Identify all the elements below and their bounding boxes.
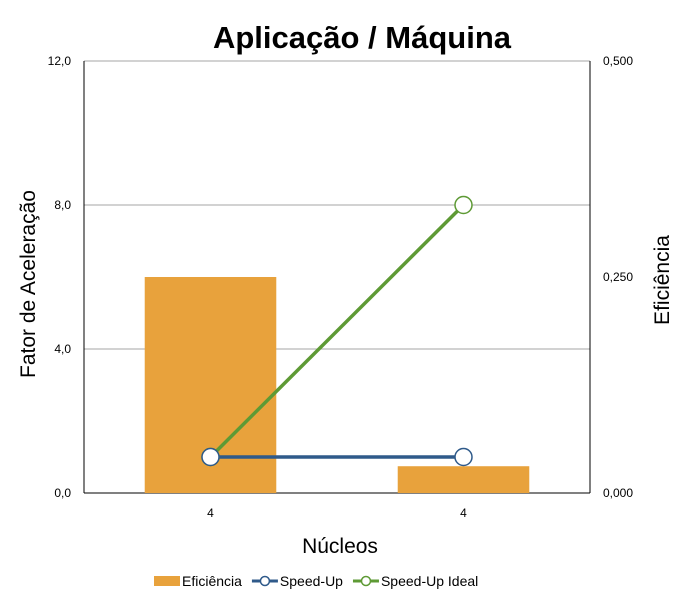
y-left-tick-label: 8,0 <box>54 198 71 212</box>
point-speed-up <box>455 449 472 466</box>
left-tick-labels: 0,0 4,0 8,0 12,0 <box>48 54 72 500</box>
y-left-tick-label: 12,0 <box>48 54 72 68</box>
legend: Eficiência Speed-Up Speed-Up Ideal <box>154 573 478 589</box>
legend-label-speed-up-ideal: Speed-Up Ideal <box>381 573 478 589</box>
legend-swatch-efici-ncia <box>154 576 180 586</box>
y-left-tick-label: 0,0 <box>54 486 71 500</box>
y-axis-right-title: Eficiência <box>651 235 674 325</box>
point-speed-up-ideal <box>455 197 472 214</box>
y-right-tick-label: 0,500 <box>603 54 633 68</box>
right-tick-labels: 0,000 0,250 0,500 <box>603 54 633 500</box>
legend-marker-speed-up <box>260 577 269 586</box>
y-axis-left-title: Fator de Aceleração <box>17 190 40 378</box>
legend-label-speed-up: Speed-Up <box>280 573 343 589</box>
y-right-tick-label: 0,000 <box>603 486 633 500</box>
chart-title: Aplicação / Máquina <box>213 20 512 55</box>
x-tick-label: 4 <box>460 506 467 520</box>
legend-label-efici-ncia: Eficiência <box>182 573 242 589</box>
y-right-tick-label: 0,250 <box>603 270 633 284</box>
legend-marker-speed-up-ideal <box>361 577 370 586</box>
bar-eficiencia <box>398 466 530 493</box>
y-left-tick-label: 4,0 <box>54 342 71 356</box>
point-speed-up <box>202 449 219 466</box>
x-tick-label: 4 <box>207 506 214 520</box>
x-axis-title: Núcleos <box>302 535 378 558</box>
